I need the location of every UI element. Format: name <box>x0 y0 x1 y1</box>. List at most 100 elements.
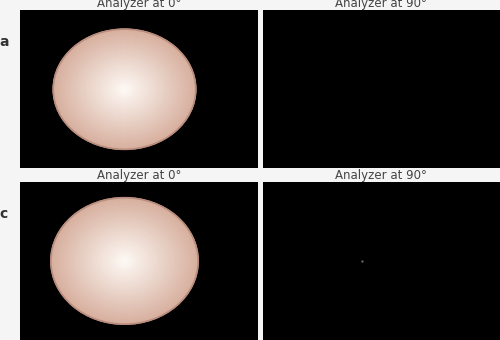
Ellipse shape <box>106 73 144 105</box>
Ellipse shape <box>115 81 134 98</box>
Ellipse shape <box>106 245 143 277</box>
Text: c: c <box>0 206 8 221</box>
Ellipse shape <box>98 67 151 112</box>
Ellipse shape <box>111 249 138 273</box>
Ellipse shape <box>101 241 148 281</box>
Ellipse shape <box>80 52 168 126</box>
Ellipse shape <box>92 62 156 116</box>
Ellipse shape <box>118 255 131 267</box>
Ellipse shape <box>112 250 137 272</box>
Ellipse shape <box>72 45 177 133</box>
Ellipse shape <box>76 219 174 303</box>
Ellipse shape <box>120 257 130 265</box>
Ellipse shape <box>56 31 194 147</box>
Ellipse shape <box>74 47 174 131</box>
Ellipse shape <box>54 30 194 148</box>
Ellipse shape <box>85 56 164 122</box>
Ellipse shape <box>68 42 180 136</box>
Ellipse shape <box>116 82 133 97</box>
Ellipse shape <box>56 202 193 320</box>
Ellipse shape <box>70 215 178 307</box>
Ellipse shape <box>100 69 148 109</box>
Ellipse shape <box>102 242 147 280</box>
Ellipse shape <box>66 210 184 311</box>
Ellipse shape <box>94 63 156 115</box>
Ellipse shape <box>70 43 179 135</box>
Ellipse shape <box>54 201 194 321</box>
Ellipse shape <box>113 251 136 271</box>
Ellipse shape <box>71 44 178 134</box>
Ellipse shape <box>65 39 184 139</box>
Ellipse shape <box>96 65 153 114</box>
Ellipse shape <box>109 76 140 102</box>
Ellipse shape <box>53 29 196 149</box>
Ellipse shape <box>64 209 184 313</box>
Ellipse shape <box>85 227 164 295</box>
Ellipse shape <box>86 57 162 121</box>
Ellipse shape <box>112 79 136 99</box>
Ellipse shape <box>94 235 156 287</box>
Ellipse shape <box>69 214 180 308</box>
Ellipse shape <box>100 68 150 110</box>
Ellipse shape <box>76 220 172 302</box>
Ellipse shape <box>123 88 126 90</box>
Ellipse shape <box>82 53 168 125</box>
Ellipse shape <box>122 87 127 91</box>
Ellipse shape <box>59 34 190 144</box>
Ellipse shape <box>62 36 188 142</box>
Ellipse shape <box>68 212 181 309</box>
Ellipse shape <box>82 225 166 297</box>
Ellipse shape <box>51 198 198 324</box>
Ellipse shape <box>62 207 187 315</box>
Ellipse shape <box>110 248 140 274</box>
Ellipse shape <box>106 74 142 104</box>
Ellipse shape <box>60 205 190 317</box>
Ellipse shape <box>96 237 153 285</box>
Title: Analyzer at 90°: Analyzer at 90° <box>336 0 427 10</box>
Ellipse shape <box>88 58 162 120</box>
Ellipse shape <box>64 38 185 140</box>
Ellipse shape <box>103 71 146 107</box>
Ellipse shape <box>66 40 182 138</box>
Ellipse shape <box>92 234 156 288</box>
Ellipse shape <box>80 51 170 128</box>
Ellipse shape <box>60 206 188 316</box>
Ellipse shape <box>123 260 126 262</box>
Ellipse shape <box>89 59 160 119</box>
Ellipse shape <box>107 246 142 276</box>
Ellipse shape <box>89 230 160 292</box>
Ellipse shape <box>98 238 152 284</box>
Ellipse shape <box>120 86 128 92</box>
Title: Analyzer at 90°: Analyzer at 90° <box>336 169 427 182</box>
Ellipse shape <box>82 224 168 298</box>
Ellipse shape <box>79 222 170 300</box>
Ellipse shape <box>76 48 174 130</box>
Ellipse shape <box>73 217 176 305</box>
Ellipse shape <box>120 85 130 94</box>
Ellipse shape <box>91 61 158 117</box>
Ellipse shape <box>98 239 150 283</box>
Ellipse shape <box>116 253 134 269</box>
Ellipse shape <box>58 33 191 145</box>
Ellipse shape <box>117 83 132 96</box>
Title: Analyzer at 0°: Analyzer at 0° <box>96 0 181 10</box>
Ellipse shape <box>84 226 165 296</box>
Ellipse shape <box>68 41 182 137</box>
Ellipse shape <box>54 200 196 322</box>
Ellipse shape <box>108 247 140 275</box>
Ellipse shape <box>111 78 138 100</box>
Ellipse shape <box>100 240 149 282</box>
Ellipse shape <box>63 208 186 314</box>
Ellipse shape <box>57 203 192 319</box>
Ellipse shape <box>122 259 127 263</box>
Ellipse shape <box>74 46 176 132</box>
Ellipse shape <box>90 60 159 118</box>
Ellipse shape <box>58 204 191 318</box>
Ellipse shape <box>78 221 171 301</box>
Ellipse shape <box>52 199 197 323</box>
Ellipse shape <box>83 54 166 124</box>
Ellipse shape <box>86 228 162 294</box>
Ellipse shape <box>67 211 182 310</box>
Ellipse shape <box>104 244 144 278</box>
Ellipse shape <box>114 252 134 270</box>
